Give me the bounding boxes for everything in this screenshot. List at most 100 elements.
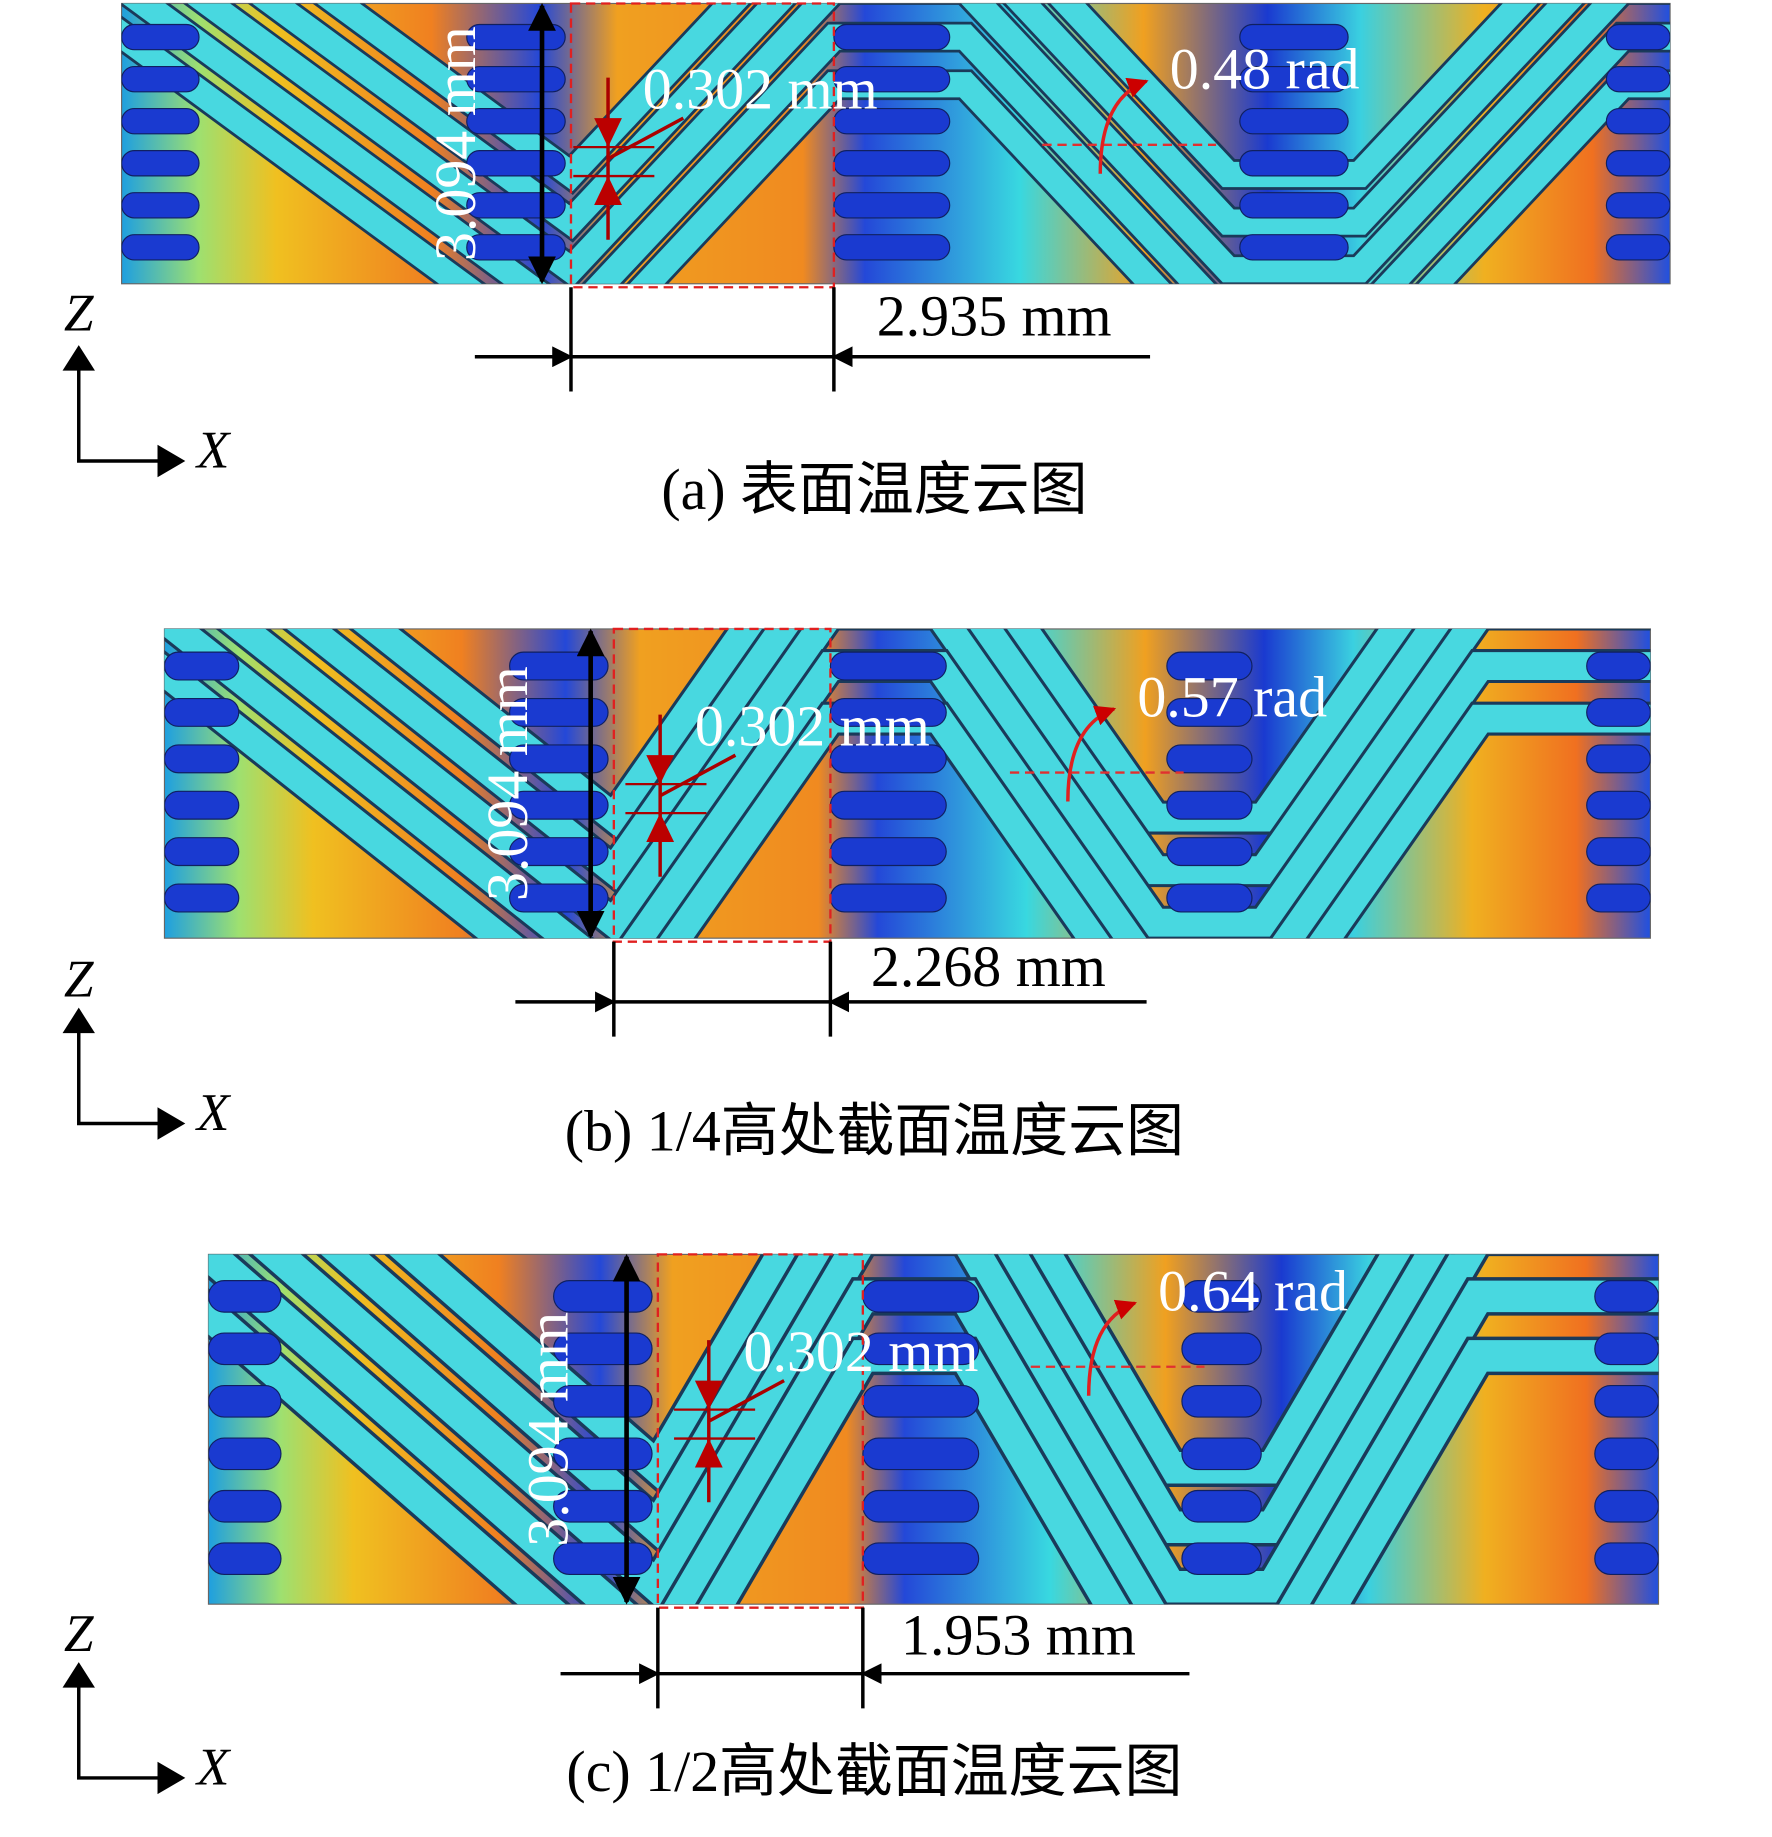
pad [1166,744,1253,774]
pad [1239,23,1349,51]
pad [1181,1280,1262,1313]
angle-label: 0.48 rad [1170,37,1360,102]
pad [862,1542,980,1576]
unit-cell-box [612,627,832,943]
pad [121,192,200,219]
pad [1166,790,1253,820]
width-label: 2.935 mm [877,283,1112,348]
axis-z: Z [64,1604,95,1663]
axis-arrows [77,368,160,463]
pad [1239,192,1349,219]
unit-cell-box [569,2,836,289]
panel: 3.094 mm 0.302 mm 0.57 rad 2.268 mm Z X (b) 1/… [62,627,1651,1164]
pad [1594,1542,1659,1576]
thickness-label: 0.302 mm [695,693,930,758]
axis-x: X [195,420,232,479]
channel [321,1254,1451,1552]
pad [1239,234,1349,261]
channel [220,628,1487,939]
thickness-leader [659,753,737,798]
pad [164,651,240,681]
pad [208,1437,282,1471]
caption: (a) 表面温度云图 [661,457,1087,522]
pad [862,1332,980,1366]
angle-label: 0.64 rad [1158,1259,1348,1324]
pad [164,883,240,913]
pad [1586,651,1651,681]
pad [829,837,947,867]
pad [1239,150,1349,177]
pad [1594,1489,1659,1523]
pad [121,23,200,51]
pad [553,1280,653,1313]
channel [164,628,1651,939]
pad [208,1280,282,1313]
pad [1605,108,1671,135]
axis-z: Z [64,950,95,1009]
pad [833,150,951,177]
pad [833,23,951,51]
pad [1181,1332,1262,1366]
pad [208,1489,282,1523]
pad [1605,23,1671,51]
axis-heads [62,1007,186,1140]
thickness-leader [707,1379,785,1423]
axis-arrows [77,1685,160,1780]
panel: 3.094 mm 0.302 mm 0.64 rad 1.953 mm Z X (c) 1/… [62,1253,1660,1804]
pad [1181,1437,1262,1471]
panel: 3.094 mm 0.302 mm 0.48 rad 2.935 mm Z X (a) 表面… [62,2,1671,522]
pad [121,234,200,261]
pad [208,1332,282,1366]
thickness-arrows [594,118,622,206]
pad [1166,697,1253,727]
pad [164,697,240,727]
pad [1181,1384,1262,1418]
thickness-arrows [694,1380,723,1468]
pad [553,1542,653,1576]
caption: (c) 1/2高处截面温度云图 [566,1739,1182,1804]
pad [208,1384,282,1418]
channel [208,1292,1659,1605]
caption: (b) 1/4高处截面温度云图 [565,1099,1184,1164]
pad [829,697,947,727]
pad [1594,1437,1659,1471]
pad [1605,150,1671,177]
pad [862,1437,980,1471]
channels [164,628,1651,939]
angle-arc [1098,77,1149,174]
pad [1586,883,1651,913]
pad [1239,108,1349,135]
thickness-label: 0.302 mm [744,1319,979,1384]
pad [833,234,951,261]
pad [1239,65,1349,93]
thickness-arrows [646,755,675,843]
pad [862,1489,980,1523]
pad [1605,234,1671,261]
pad [1586,790,1651,820]
channel [187,3,1627,284]
angle-arc [1066,705,1117,802]
pad [164,837,240,867]
height-label: 3.094 mm [423,26,488,261]
pad [862,1384,980,1418]
pad [121,108,200,135]
thickness-label: 0.302 mm [643,56,878,121]
channel [208,1254,1659,1605]
pad [121,65,200,93]
channel [353,628,1413,838]
pad [1166,651,1253,681]
axis-arrows [77,1030,160,1126]
pad [1594,1280,1659,1313]
pad [1594,1332,1659,1366]
height-label: 3.094 mm [516,1312,581,1547]
angle-arc [1086,1299,1137,1396]
axis-z: Z [64,284,95,343]
pad [1586,697,1651,727]
pad [1605,65,1671,93]
channel [164,654,1651,939]
pad [833,192,951,219]
pad [1166,837,1253,867]
pad [1181,1489,1262,1523]
